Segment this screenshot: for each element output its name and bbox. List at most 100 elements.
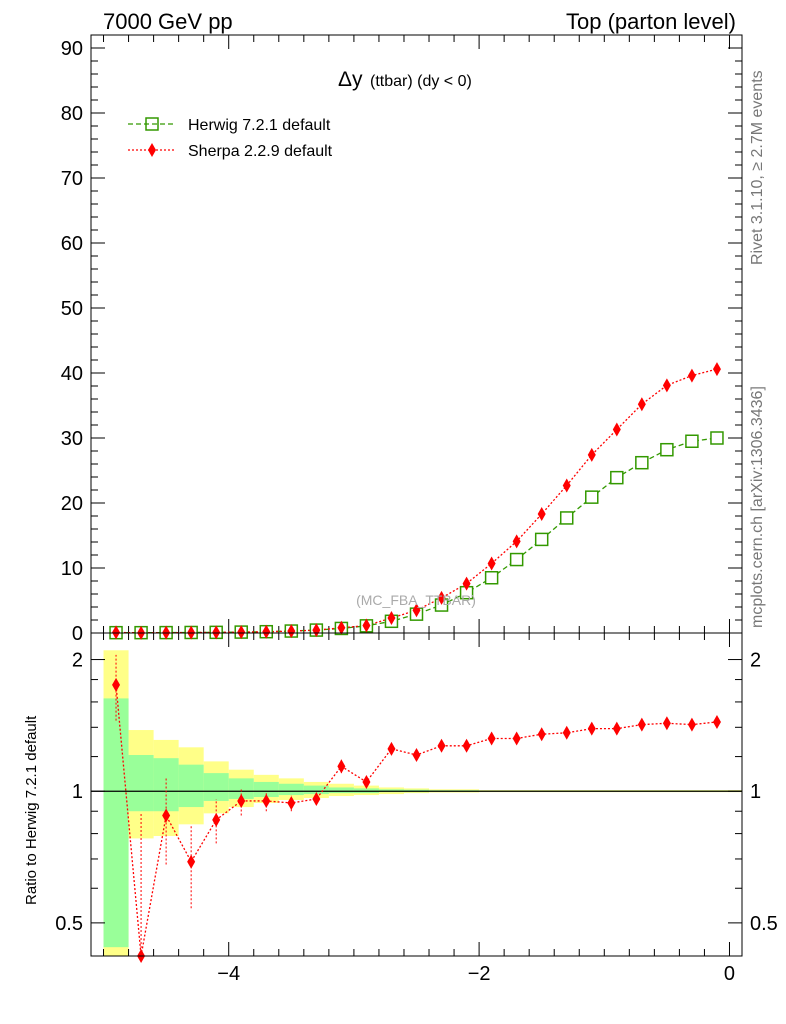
sherpa-point (487, 556, 496, 571)
ratio-xtick-label: 0 (724, 963, 735, 985)
ratio-band-inner (153, 758, 179, 812)
ratio-sherpa-point (237, 793, 246, 808)
sherpa-point (337, 620, 346, 635)
ratio-sherpa-point (337, 759, 346, 774)
sherpa-point (537, 507, 546, 522)
ratio-series-group (112, 654, 721, 963)
ratio-sherpa-point (437, 738, 446, 753)
legend-herwig-label: Herwig 7.2.1 default (188, 117, 331, 134)
ratio-sherpa-point (212, 812, 221, 827)
ratio-sherpa-point (487, 731, 496, 746)
herwig-point (635, 455, 649, 470)
plot-title-main: Δy (338, 68, 363, 91)
ratio-ylabel: Ratio to Herwig 7.2.1 default (23, 715, 40, 905)
main-ytick-label: 20 (61, 493, 83, 515)
ratio-band-inner (278, 783, 304, 796)
sherpa-point (562, 478, 571, 493)
sherpa-point (212, 625, 221, 640)
herwig-point (509, 552, 524, 567)
herwig-point (585, 490, 599, 504)
herwig-point (534, 532, 549, 547)
ratio-ytick-label: 1 (72, 781, 83, 803)
sherpa-point (687, 368, 696, 383)
watermark: (MC_FBA_TTBAR) (356, 592, 476, 608)
sherpa-point (412, 603, 421, 618)
herwig-point (559, 511, 574, 525)
ratio-sherpa-point (562, 725, 571, 740)
main-ytick-label: 70 (61, 168, 83, 190)
ratio-ytick-label: 0.5 (55, 913, 83, 935)
legend-sherpa-label: Sherpa 2.2.9 default (188, 143, 333, 160)
ratio-sherpa-point (512, 731, 521, 746)
legend: Herwig 7.2.1 default Sherpa 2.2.9 defaul… (128, 117, 333, 160)
ratio-frame (90, 632, 743, 957)
sherpa-point (662, 378, 671, 393)
sherpa-point (312, 623, 321, 638)
header-left: 7000 GeV pp (103, 9, 233, 34)
ratio-sherpa-point (612, 721, 621, 736)
mcplots-label: mcplots.cern.ch [arXiv:1306.3436] (749, 386, 766, 628)
sherpa-point (262, 624, 271, 639)
main-ytick-label: 10 (61, 558, 83, 580)
sherpa-point (712, 362, 721, 377)
main-ytick-label: 0 (72, 623, 83, 645)
main-ytick-label: 50 (61, 298, 83, 320)
main-axes: 0 10 20 30 40 50 60 70 80 90 (61, 35, 742, 645)
ratio-ytick-label-right: 2 (750, 650, 761, 672)
header-right: Top (parton level) (566, 9, 736, 34)
main-ytick-label: 80 (61, 103, 83, 125)
ratio-sherpa-point (587, 721, 596, 736)
ratio-sherpa-point (262, 793, 271, 808)
ratio-xtick-label: −4 (217, 963, 240, 985)
sherpa-point (387, 611, 396, 626)
main-ytick-label: 30 (61, 428, 83, 450)
legend-herwig-marker (145, 117, 159, 131)
herwig-point (610, 470, 624, 485)
ratio-sherpa-point (537, 727, 546, 742)
ratio-band-group (103, 650, 742, 956)
sherpa-point (112, 625, 121, 640)
main-ytick-label: 90 (61, 38, 83, 60)
main-series-group (109, 362, 724, 640)
sherpa-point (462, 576, 471, 591)
plot-title-sub: (ttbar) (dy < 0) (370, 73, 472, 90)
herwig-point (710, 431, 724, 445)
ratio-sherpa-point (387, 741, 396, 756)
ratio-ytick-label: 2 (72, 650, 83, 672)
main-ytick-label: 40 (61, 363, 83, 385)
ratio-sherpa-point (287, 795, 296, 810)
main-ytick-label: 60 (61, 233, 83, 255)
ratio-band-inner (228, 778, 254, 799)
ratio-band-inner (203, 773, 229, 801)
ratio-sherpa-point (187, 854, 196, 869)
ratio-sherpa-point (462, 738, 471, 753)
ratio-ytick-label-right: 1 (750, 781, 761, 803)
sherpa-point (512, 534, 521, 549)
sherpa-point (237, 625, 246, 640)
ratio-band-inner (178, 764, 204, 808)
ratio-sherpa-line (115, 684, 718, 957)
legend-sherpa-marker (148, 143, 156, 157)
ratio-sherpa-point (162, 808, 171, 823)
ratio-sherpa-point (312, 791, 321, 806)
ratio-sherpa-point (712, 714, 721, 729)
rivet-label: Rivet 3.1.10, ≥ 2.7M events (749, 70, 766, 265)
ratio-band-inner (103, 698, 129, 948)
sherpa-point (437, 590, 446, 605)
ratio-xtick-label: −2 (468, 963, 491, 985)
ratio-sherpa-point (112, 677, 121, 692)
ratio-band-inner (328, 787, 354, 794)
ratio-sherpa-point (362, 774, 371, 789)
ratio-band-inner (303, 785, 329, 795)
ratio-axes: 0.5 0.5 1 1 2 2 −4 −2 0 (55, 633, 778, 985)
herwig-point (660, 442, 674, 457)
ratio-ytick-label-right: 0.5 (750, 913, 778, 935)
herwig-point (484, 571, 499, 585)
sherpa-point (287, 624, 296, 639)
ratio-sherpa-point (662, 716, 671, 731)
herwig-point (685, 434, 699, 448)
ratio-sherpa-point (687, 717, 696, 732)
sherpa-point (362, 618, 371, 633)
sherpa-point (587, 447, 596, 462)
